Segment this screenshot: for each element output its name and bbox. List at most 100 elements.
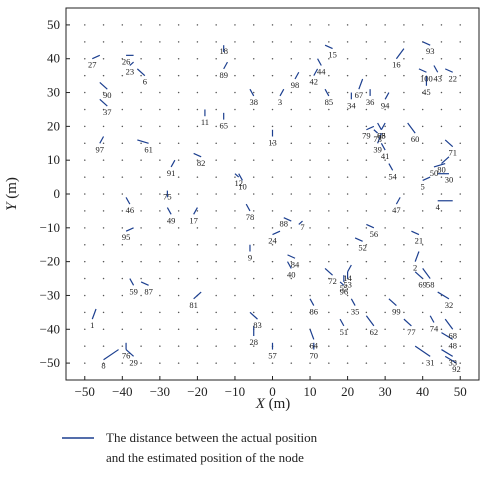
grid-dot	[140, 260, 142, 263]
grid-dot	[365, 277, 368, 280]
grid-dot	[403, 125, 405, 128]
node-label-31: 31	[426, 357, 435, 367]
grid-dot	[84, 277, 86, 280]
node-label-2: 2	[413, 263, 417, 273]
grid-dot	[290, 57, 293, 60]
node-label-75: 75	[163, 192, 172, 202]
grid-dot	[252, 193, 255, 195]
error-segment-node-15	[324, 44, 333, 50]
grid-dot	[215, 159, 217, 161]
grid-dot	[196, 24, 199, 26]
error-segment-node-8	[103, 349, 119, 361]
node-label-82: 82	[197, 158, 206, 168]
node-label-63: 63	[377, 131, 386, 141]
grid-dot	[309, 159, 311, 161]
error-segment-node-2	[414, 251, 420, 262]
grid-dot	[290, 227, 293, 229]
grid-dot	[421, 57, 424, 60]
error-segment-node-24	[272, 230, 281, 236]
grid-dot	[346, 362, 349, 364]
grid-dot	[365, 362, 368, 364]
grid-dot	[328, 210, 330, 212]
error-segment-node-61	[137, 139, 149, 144]
grid-dot	[159, 41, 161, 43]
grid-dot	[140, 57, 142, 60]
error-segment-node-35	[350, 298, 356, 306]
node-label-61: 61	[144, 144, 153, 154]
grid-dot	[196, 159, 199, 161]
grid-dot	[84, 159, 86, 161]
grid-dot	[140, 277, 142, 280]
grid-dot	[271, 57, 274, 60]
grid-dot	[177, 243, 180, 246]
grid-dot	[159, 125, 161, 128]
node-label-91: 91	[167, 168, 176, 178]
node-label-51: 51	[340, 327, 349, 337]
grid-dot	[121, 328, 124, 331]
grid-dot	[234, 74, 236, 77]
grid-dot	[177, 24, 180, 26]
node-label-71: 71	[448, 148, 457, 158]
error-segment-node-59	[129, 278, 135, 286]
node-label-62: 62	[370, 327, 379, 337]
y-tick-label: 20	[47, 118, 60, 133]
node-label-1: 1	[90, 320, 94, 330]
grid-dot	[102, 311, 105, 314]
grid-dot	[365, 24, 368, 26]
grid-dot	[159, 294, 161, 297]
node-label-13: 13	[268, 138, 277, 148]
error-segment-node-39	[377, 132, 382, 144]
y-tick-label: −10	[40, 220, 60, 235]
grid-dot	[196, 142, 199, 145]
legend-line-1: The distance between the actual position	[106, 430, 318, 445]
grid-dot	[159, 57, 161, 60]
grid-dot	[234, 210, 236, 212]
node-label-87: 87	[144, 286, 153, 296]
node-label-73: 73	[373, 134, 382, 144]
grid-dot	[177, 176, 180, 178]
grid-dot	[459, 311, 461, 314]
grid-dot	[403, 108, 405, 111]
grid-dot	[159, 108, 161, 111]
grid-dot	[384, 193, 386, 195]
grid-dot	[440, 24, 443, 26]
node-label-6: 6	[143, 77, 147, 87]
grid-dot	[384, 74, 386, 77]
node-label-72: 72	[328, 276, 337, 286]
grid-dot	[403, 159, 405, 161]
node-label-46: 46	[126, 205, 135, 215]
error-segment-node-12	[234, 173, 240, 178]
x-tick-label: −10	[225, 384, 245, 399]
grid-dot	[234, 311, 236, 314]
grid-dot	[309, 345, 311, 347]
grid-dot	[328, 193, 330, 195]
grid-dot	[271, 294, 274, 297]
error-segment-node-32	[437, 291, 450, 300]
grid-dot	[384, 159, 386, 161]
grid-dot	[440, 328, 443, 331]
grid-dot	[102, 159, 105, 161]
error-segment-node-54	[388, 163, 394, 171]
grid-dot	[459, 125, 461, 128]
grid-dot	[346, 41, 349, 43]
grid-dot	[140, 345, 142, 347]
grid-dot	[459, 74, 461, 77]
grid-dot	[346, 210, 349, 212]
grid-dot	[365, 108, 368, 111]
grid-dot	[459, 328, 461, 331]
x-tick-label: 50	[454, 384, 467, 399]
grid-dot	[346, 74, 349, 77]
x-axis-title: X (m)	[255, 396, 291, 412]
grid-dot	[290, 108, 293, 111]
error-segment-node-37	[99, 98, 108, 107]
grid-dot	[121, 311, 124, 314]
grid-dot	[215, 260, 217, 263]
node-label-32: 32	[445, 300, 454, 310]
grid-dot	[271, 142, 274, 145]
grid-dot	[271, 260, 274, 263]
grid-dot	[252, 159, 255, 161]
grid-dot	[140, 193, 142, 195]
grid-dot	[384, 328, 386, 331]
grid-dot	[196, 362, 199, 364]
node-label-35: 35	[351, 307, 360, 317]
